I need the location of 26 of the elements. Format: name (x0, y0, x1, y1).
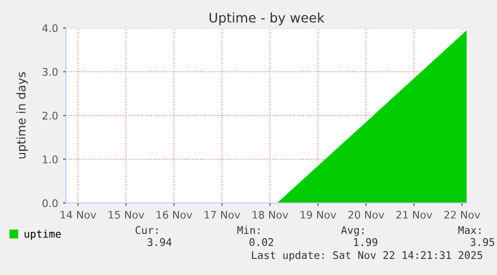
text: 3.95 (470, 238, 494, 246)
text: 3.94 (148, 238, 172, 246)
x-tick-label: 15 Nov (108, 210, 144, 219)
text: Max: (458, 226, 480, 234)
y-tick-label: 3.0 (42, 68, 58, 76)
x-tick-label: 20 Nov (348, 210, 384, 219)
y-axis-title: uptime in days (16, 72, 28, 158)
y-tick-label: 1.0 (42, 155, 58, 164)
text: 0.02 (250, 238, 274, 246)
chart-title: Uptime - by week (210, 12, 324, 26)
x-tick-label: 19 Nov (300, 210, 336, 219)
text: Last update: Sat Nov 22 14:21:31 2025 (252, 250, 482, 262)
x-tick-label: 22 Nov (444, 210, 480, 219)
x-tick-label: 17 Nov (204, 210, 240, 219)
text: Cur: (136, 226, 158, 234)
text: 1.99 (354, 238, 378, 246)
text: Min: (237, 226, 260, 234)
y-tick-label: 2.0 (42, 112, 58, 120)
x-tick-label: 16 Nov (156, 210, 192, 219)
legend-label: uptime (24, 230, 61, 240)
y-tick-label: 4.0 (42, 24, 58, 32)
x-tick-label: 18 Nov (252, 210, 288, 219)
x-tick-label: 21 Nov (396, 210, 432, 219)
text: Avg: (341, 226, 364, 236)
x-tick-label: 14 Nov (60, 210, 96, 219)
y-tick-label: 0.0 (42, 199, 58, 208)
